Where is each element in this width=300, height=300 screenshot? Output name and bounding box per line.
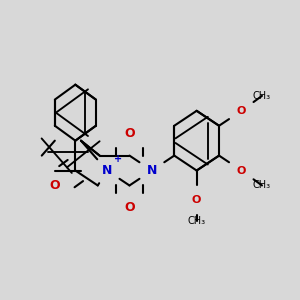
- Text: +: +: [114, 154, 122, 164]
- Text: CH₃: CH₃: [253, 181, 271, 190]
- Text: O: O: [124, 201, 135, 214]
- Text: N: N: [147, 164, 157, 177]
- Text: CH₃: CH₃: [188, 216, 206, 226]
- Text: O: O: [237, 166, 246, 176]
- Text: O: O: [50, 179, 60, 192]
- Text: CH₃: CH₃: [253, 91, 271, 101]
- Text: N: N: [102, 164, 112, 177]
- Text: O: O: [237, 106, 246, 116]
- Text: O: O: [124, 127, 135, 140]
- Text: O: O: [192, 195, 201, 206]
